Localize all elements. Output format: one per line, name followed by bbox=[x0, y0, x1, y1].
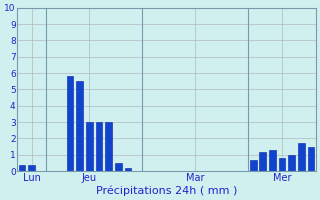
Bar bbox=[86, 122, 93, 171]
Bar bbox=[298, 143, 305, 171]
Bar bbox=[269, 150, 276, 171]
X-axis label: Précipitations 24h ( mm ): Précipitations 24h ( mm ) bbox=[96, 185, 237, 196]
Bar bbox=[105, 122, 112, 171]
Bar bbox=[115, 163, 122, 171]
Bar bbox=[124, 168, 131, 171]
Bar bbox=[260, 152, 266, 171]
Bar bbox=[67, 76, 73, 171]
Bar bbox=[76, 81, 83, 171]
Bar bbox=[19, 165, 25, 171]
Bar bbox=[28, 165, 35, 171]
Bar bbox=[288, 155, 295, 171]
Bar bbox=[279, 158, 285, 171]
Bar bbox=[250, 160, 257, 171]
Bar bbox=[96, 122, 102, 171]
Bar bbox=[308, 147, 314, 171]
